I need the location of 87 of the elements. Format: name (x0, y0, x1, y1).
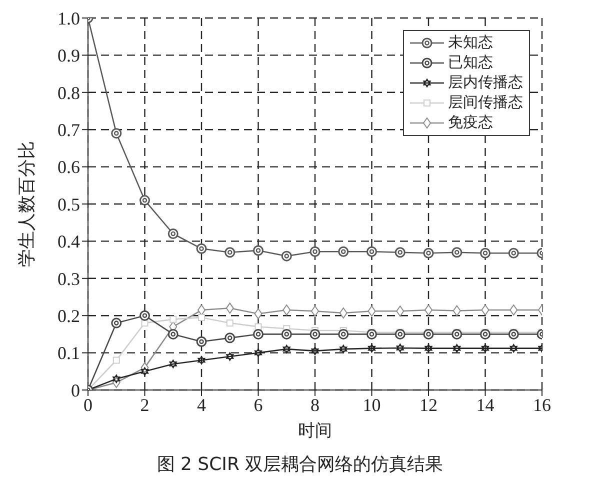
point (452, 328, 462, 340)
point (140, 195, 150, 206)
point (508, 328, 519, 340)
point (254, 308, 262, 320)
point (281, 328, 292, 340)
y-tick-label: 0.2 (58, 306, 80, 326)
legend-label: 未知态 (448, 34, 493, 53)
point (366, 328, 377, 340)
point (366, 246, 377, 257)
point (282, 344, 291, 354)
y-tick-label: 0.6 (58, 157, 80, 178)
point (111, 128, 122, 139)
x-tick-label: 8 (310, 394, 320, 415)
y-tick-label: 0.8 (58, 82, 80, 103)
point (196, 243, 207, 254)
y-tick-label: 0.5 (58, 194, 80, 214)
legend-label: 层内传播态 (448, 74, 523, 93)
legend-label: 层间传播态 (448, 94, 523, 113)
point (112, 356, 120, 364)
point (368, 344, 376, 353)
point (169, 360, 178, 368)
point (480, 248, 490, 258)
x-tick-label: 10 (362, 394, 381, 415)
point (140, 310, 150, 321)
point (226, 320, 234, 327)
y-tick-label: 0.1 (58, 343, 80, 364)
point (253, 245, 264, 256)
point (338, 328, 349, 340)
point (481, 304, 490, 316)
point (168, 228, 178, 240)
point (339, 344, 348, 354)
x-tick-label: 16 (533, 394, 551, 415)
point (508, 248, 519, 258)
y-tick-label: 0.4 (58, 232, 80, 252)
x-tick-label: 4 (197, 394, 206, 415)
point (254, 348, 262, 358)
point (224, 247, 236, 258)
x-tick-label: 2 (140, 394, 150, 415)
point (170, 316, 177, 323)
point (423, 328, 434, 340)
y-tick-label: 0 (71, 380, 80, 400)
point (140, 367, 149, 376)
point (452, 305, 461, 316)
point (310, 328, 320, 340)
point (510, 344, 518, 353)
point (253, 328, 264, 340)
point (311, 346, 319, 356)
point (452, 344, 461, 353)
y-axis-title: 学生人数百分比 (16, 141, 36, 267)
point (111, 318, 122, 328)
point (310, 246, 320, 257)
point (112, 374, 120, 384)
point (196, 336, 207, 347)
point (423, 248, 434, 258)
point (338, 246, 349, 257)
y-tick-label: 0.7 (58, 120, 80, 140)
legend-label: 免疫态 (448, 114, 493, 133)
point (396, 306, 404, 317)
point (226, 302, 234, 314)
x-tick-label: 0 (84, 394, 92, 415)
point (281, 250, 292, 262)
point (168, 328, 178, 340)
legend-label: 已知态 (448, 54, 493, 73)
point (198, 314, 205, 321)
x-tick-label: 14 (476, 394, 494, 415)
y-tick-label: 1.0 (58, 8, 80, 28)
point (394, 247, 406, 258)
text: 图 2 SCIR 双层耦合网络的仿真结果 (156, 453, 444, 476)
point (394, 328, 406, 340)
x-tick-label: 12 (420, 394, 438, 415)
point (481, 344, 490, 353)
point (452, 247, 462, 258)
point (226, 352, 234, 361)
y-tick-label: 0.3 (58, 268, 80, 289)
x-tick-label: 6 (254, 394, 263, 415)
point (368, 306, 376, 317)
y-tick-label: 0.9 (58, 46, 80, 66)
point (224, 332, 236, 344)
point (198, 356, 206, 365)
point (141, 320, 148, 327)
point (396, 344, 404, 352)
point (510, 304, 518, 316)
x-axis-title: 时间 (298, 421, 332, 440)
point (480, 328, 490, 340)
point (424, 344, 432, 353)
point (339, 307, 348, 318)
point (282, 304, 291, 316)
